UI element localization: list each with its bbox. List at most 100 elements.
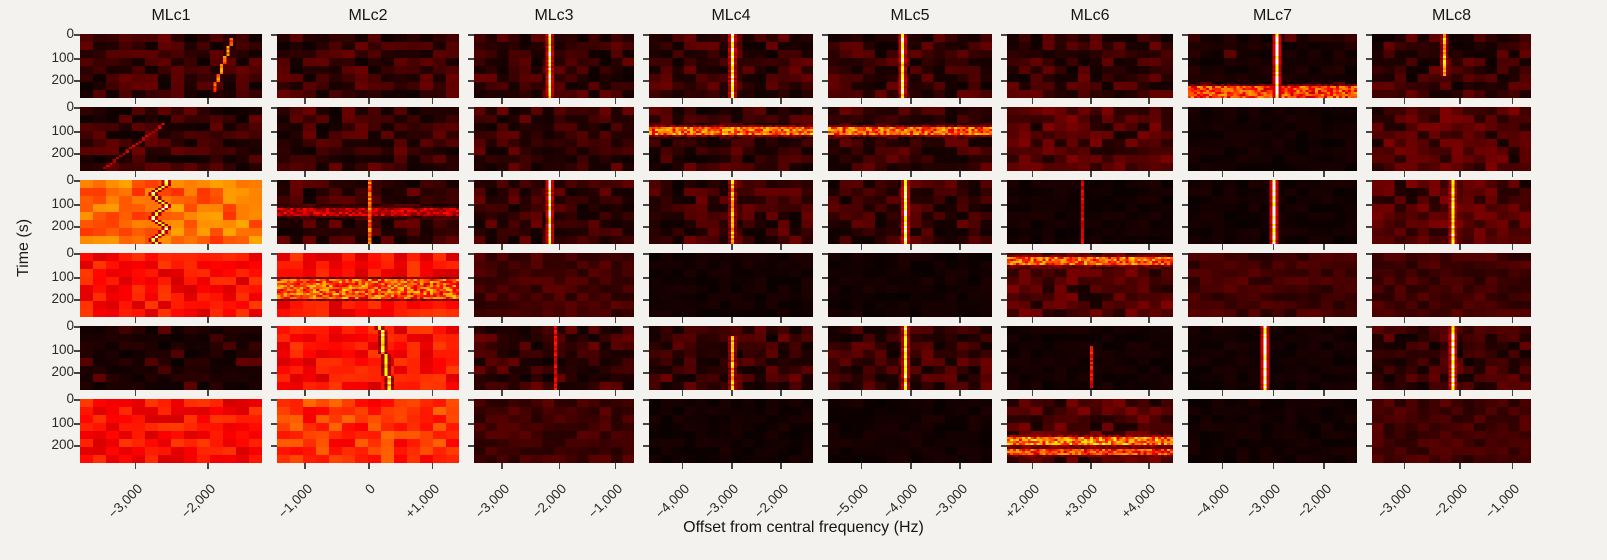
y-tick-mark <box>643 80 649 82</box>
spectrogram-panel-MLc3-row2 <box>468 107 634 177</box>
x-tick-mark <box>910 244 912 250</box>
spectrogram-panel-MLc8-row3 <box>1366 180 1531 250</box>
x-tick-mark <box>558 390 561 396</box>
x-tick-label: −4,000 <box>1192 481 1233 522</box>
x-tick-label: −2,000 <box>177 481 218 522</box>
x-tick-mark <box>614 463 617 469</box>
x-tick-mark <box>860 244 863 250</box>
spectrogram-canvas <box>828 326 992 390</box>
x-tick-mark <box>501 171 503 177</box>
spectrogram-panel-MLc2-row1 <box>271 34 459 104</box>
y-tick-mark <box>1001 204 1007 206</box>
spectrogram-panel-MLc7-row1 <box>1182 34 1357 104</box>
x-tick-mark <box>501 98 503 104</box>
y-tick-mark <box>822 277 828 279</box>
y-tick-mark <box>271 226 277 228</box>
spectrogram-panel-MLc1-row2 <box>74 107 262 177</box>
x-tick-mark <box>1031 98 1034 104</box>
spectrogram-canvas <box>1372 107 1531 171</box>
y-tick-gutter: 0 100 200 0 100 200 0 100 200 0 100 200 0 100 200 0 100 2… <box>0 27 74 463</box>
x-tick-mark <box>1221 463 1224 469</box>
spectrogram-canvas <box>649 107 813 171</box>
y-tick-mark <box>271 80 277 82</box>
column-title: MLc2 <box>348 7 388 24</box>
y-tick-mark <box>1366 58 1372 60</box>
y-tick-mark <box>271 326 277 328</box>
spectrogram-panel-MLc7-row5 <box>1182 326 1357 396</box>
x-tick-mark <box>1459 171 1461 177</box>
spectrogram-panel-MLc3-row4 <box>468 253 634 323</box>
x-tick-mark <box>207 98 209 104</box>
y-tick-mark <box>74 399 80 401</box>
x-tick-mark <box>558 463 561 469</box>
y-tick-mark <box>822 131 828 133</box>
x-tick-label: −2,000 <box>1429 481 1471 522</box>
y-tick-mark <box>822 399 828 401</box>
x-tick-mark <box>731 463 733 469</box>
y-tick-mark <box>643 107 649 109</box>
x-tick-mark <box>860 390 863 396</box>
x-tick-label: +3,000 <box>1060 481 1101 522</box>
x-tick-mark <box>134 171 137 177</box>
y-tick-label: 200 <box>51 291 74 306</box>
spectrogram-canvas <box>649 399 813 463</box>
x-tick-mark <box>1511 463 1514 469</box>
y-tick-mark <box>468 277 474 279</box>
y-tick-mark <box>1182 107 1188 109</box>
x-tick-mark <box>1403 317 1406 323</box>
x-tick-mark <box>501 244 503 250</box>
x-tick-mark <box>780 171 782 177</box>
x-tick-mark <box>1148 463 1150 469</box>
y-tick-mark <box>1001 445 1007 447</box>
x-tick-mark <box>1031 390 1034 396</box>
column-title: MLc1 <box>151 7 191 24</box>
x-tick-label: −2,000 <box>529 481 570 522</box>
x-tick-mark <box>780 463 782 469</box>
y-tick-mark <box>1182 58 1188 60</box>
spectrogram-panel-MLc5-row5 <box>822 326 992 396</box>
y-tick-mark <box>1366 326 1372 328</box>
y-tick-mark <box>74 299 80 301</box>
y-tick-label: 200 <box>51 72 74 87</box>
x-tick-mark <box>1272 244 1274 250</box>
y-tick-mark <box>74 58 80 60</box>
spectrogram-panel-MLc2-row2 <box>271 107 459 177</box>
x-tick-mark <box>207 171 209 177</box>
y-tick-label: 0 <box>66 318 74 333</box>
y-tick-mark <box>74 326 80 328</box>
y-tick-mark <box>271 58 277 60</box>
x-tick-mark <box>134 390 137 396</box>
y-tick-label: 100 <box>51 50 74 65</box>
x-tick-mark <box>910 463 912 469</box>
y-tick-mark <box>1001 350 1007 352</box>
y-tick-mark <box>643 423 649 425</box>
spectrogram-panel-MLc8-row4 <box>1366 253 1531 323</box>
x-tick-mark <box>681 98 684 104</box>
x-tick-mark <box>1090 463 1092 469</box>
x-tick-mark <box>1323 244 1325 250</box>
y-tick-mark <box>1001 277 1007 279</box>
x-tick-mark <box>1221 390 1224 396</box>
x-tick-label: −2,000 <box>1293 481 1334 522</box>
spectrogram-canvas <box>80 253 262 317</box>
spectrogram-canvas <box>1188 326 1357 390</box>
y-tick-mark <box>271 423 277 425</box>
spectrogram-canvas <box>474 399 634 463</box>
y-tick-mark <box>1366 153 1372 155</box>
y-tick-mark <box>468 80 474 82</box>
x-tick-mark <box>304 317 306 323</box>
plot-area: 0 100 200 0 100 200 0 100 200 0 100 200 0 100 200 0 100 2… <box>51 4 1531 530</box>
y-tick-label: 200 <box>51 437 74 452</box>
x-tick-mark <box>558 317 561 323</box>
x-tick-mark <box>959 390 961 396</box>
x-tick-mark <box>1221 171 1224 177</box>
spectrogram-canvas <box>277 107 459 171</box>
y-tick-label: 100 <box>51 269 74 284</box>
spectrogram-panel-MLc5-row3 <box>822 180 992 250</box>
spectrogram-canvas <box>1188 180 1357 244</box>
column-title: MLc5 <box>890 7 930 24</box>
y-tick-mark <box>1366 131 1372 133</box>
y-tick-mark <box>822 445 828 447</box>
y-tick-mark <box>643 372 649 374</box>
